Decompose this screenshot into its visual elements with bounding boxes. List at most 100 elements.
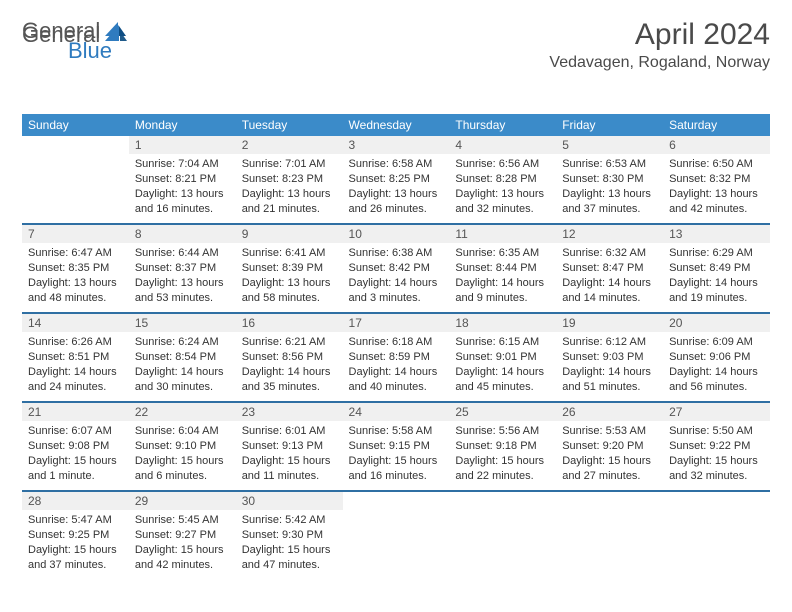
sunset-text: Sunset: 8:21 PM bbox=[135, 172, 230, 187]
day-cell: Sunrise: 6:26 AMSunset: 8:51 PMDaylight:… bbox=[22, 332, 129, 402]
daylight-text: and 24 minutes. bbox=[28, 380, 123, 395]
sunset-text: Sunset: 8:59 PM bbox=[349, 350, 444, 365]
daylight-text: Daylight: 15 hours bbox=[135, 454, 230, 469]
day-cell: Sunrise: 6:41 AMSunset: 8:39 PMDaylight:… bbox=[236, 243, 343, 313]
day-number bbox=[449, 491, 556, 510]
daylight-text: Daylight: 14 hours bbox=[669, 276, 764, 291]
sunrise-text: Sunrise: 6:53 AM bbox=[562, 157, 657, 172]
title-block: April 2024 Vedavagen, Rogaland, Norway bbox=[549, 18, 770, 72]
day-cell: Sunrise: 6:01 AMSunset: 9:13 PMDaylight:… bbox=[236, 421, 343, 491]
day-number: 23 bbox=[236, 402, 343, 421]
day-cell bbox=[556, 510, 663, 580]
sunset-text: Sunset: 8:49 PM bbox=[669, 261, 764, 276]
sunrise-text: Sunrise: 6:32 AM bbox=[562, 246, 657, 261]
day-number: 22 bbox=[129, 402, 236, 421]
sunset-text: Sunset: 8:25 PM bbox=[349, 172, 444, 187]
day-cell: Sunrise: 7:04 AMSunset: 8:21 PMDaylight:… bbox=[129, 154, 236, 224]
sunrise-text: Sunrise: 6:41 AM bbox=[242, 246, 337, 261]
month-title: April 2024 bbox=[549, 18, 770, 52]
content-row: Sunrise: 6:07 AMSunset: 9:08 PMDaylight:… bbox=[22, 421, 770, 491]
day-number: 8 bbox=[129, 224, 236, 243]
sunset-text: Sunset: 8:42 PM bbox=[349, 261, 444, 276]
sunset-text: Sunset: 8:37 PM bbox=[135, 261, 230, 276]
daylight-text: and 56 minutes. bbox=[669, 380, 764, 395]
day-number: 19 bbox=[556, 313, 663, 332]
sunrise-text: Sunrise: 6:29 AM bbox=[669, 246, 764, 261]
daylight-text: and 35 minutes. bbox=[242, 380, 337, 395]
daylight-text: Daylight: 13 hours bbox=[28, 276, 123, 291]
sunset-text: Sunset: 8:54 PM bbox=[135, 350, 230, 365]
daylight-text: and 9 minutes. bbox=[455, 291, 550, 306]
daylight-text: and 53 minutes. bbox=[135, 291, 230, 306]
weekday-header-row: Sunday Monday Tuesday Wednesday Thursday… bbox=[22, 114, 770, 136]
daylight-text: Daylight: 13 hours bbox=[669, 187, 764, 202]
daylight-text: Daylight: 15 hours bbox=[349, 454, 444, 469]
day-cell: Sunrise: 5:42 AMSunset: 9:30 PMDaylight:… bbox=[236, 510, 343, 580]
daylight-text: Daylight: 13 hours bbox=[455, 187, 550, 202]
day-number: 20 bbox=[663, 313, 770, 332]
daylight-text: and 11 minutes. bbox=[242, 469, 337, 484]
daylight-text: Daylight: 14 hours bbox=[242, 365, 337, 380]
sunset-text: Sunset: 8:30 PM bbox=[562, 172, 657, 187]
sunrise-text: Sunrise: 5:42 AM bbox=[242, 513, 337, 528]
sunset-text: Sunset: 8:35 PM bbox=[28, 261, 123, 276]
day-cell: Sunrise: 5:50 AMSunset: 9:22 PMDaylight:… bbox=[663, 421, 770, 491]
sunrise-text: Sunrise: 6:50 AM bbox=[669, 157, 764, 172]
day-number: 18 bbox=[449, 313, 556, 332]
daylight-text: Daylight: 15 hours bbox=[135, 543, 230, 558]
day-cell: Sunrise: 6:21 AMSunset: 8:56 PMDaylight:… bbox=[236, 332, 343, 402]
daylight-text: and 37 minutes. bbox=[562, 202, 657, 217]
daylight-text: and 1 minute. bbox=[28, 469, 123, 484]
day-cell: Sunrise: 5:47 AMSunset: 9:25 PMDaylight:… bbox=[22, 510, 129, 580]
daylight-text: Daylight: 15 hours bbox=[28, 543, 123, 558]
sunset-text: Sunset: 8:51 PM bbox=[28, 350, 123, 365]
day-number: 17 bbox=[343, 313, 450, 332]
sunset-text: Sunset: 8:44 PM bbox=[455, 261, 550, 276]
daylight-text: Daylight: 14 hours bbox=[455, 365, 550, 380]
daylight-text: and 37 minutes. bbox=[28, 558, 123, 573]
day-cell: Sunrise: 6:12 AMSunset: 9:03 PMDaylight:… bbox=[556, 332, 663, 402]
day-cell bbox=[449, 510, 556, 580]
day-cell: Sunrise: 5:56 AMSunset: 9:18 PMDaylight:… bbox=[449, 421, 556, 491]
daylight-text: and 14 minutes. bbox=[562, 291, 657, 306]
sunrise-text: Sunrise: 6:58 AM bbox=[349, 157, 444, 172]
sunset-text: Sunset: 8:32 PM bbox=[669, 172, 764, 187]
sunset-text: Sunset: 9:15 PM bbox=[349, 439, 444, 454]
day-cell: Sunrise: 6:04 AMSunset: 9:10 PMDaylight:… bbox=[129, 421, 236, 491]
sunrise-text: Sunrise: 6:44 AM bbox=[135, 246, 230, 261]
day-number bbox=[343, 491, 450, 510]
daylight-text: and 48 minutes. bbox=[28, 291, 123, 306]
day-number: 27 bbox=[663, 402, 770, 421]
location: Vedavagen, Rogaland, Norway bbox=[549, 54, 770, 72]
sunrise-text: Sunrise: 7:01 AM bbox=[242, 157, 337, 172]
day-cell: Sunrise: 6:58 AMSunset: 8:25 PMDaylight:… bbox=[343, 154, 450, 224]
sunrise-text: Sunrise: 6:21 AM bbox=[242, 335, 337, 350]
day-number: 25 bbox=[449, 402, 556, 421]
weekday-header: Tuesday bbox=[236, 114, 343, 136]
daylight-text: and 21 minutes. bbox=[242, 202, 337, 217]
day-number: 30 bbox=[236, 491, 343, 510]
daylight-text: Daylight: 15 hours bbox=[28, 454, 123, 469]
sunset-text: Sunset: 9:27 PM bbox=[135, 528, 230, 543]
daylight-text: and 6 minutes. bbox=[135, 469, 230, 484]
daylight-text: Daylight: 14 hours bbox=[28, 365, 123, 380]
sunset-text: Sunset: 9:06 PM bbox=[669, 350, 764, 365]
calendar-table: Sunday Monday Tuesday Wednesday Thursday… bbox=[22, 114, 770, 580]
daynum-row: 282930 bbox=[22, 491, 770, 510]
daylight-text: and 47 minutes. bbox=[242, 558, 337, 573]
sunrise-text: Sunrise: 5:45 AM bbox=[135, 513, 230, 528]
daylight-text: Daylight: 15 hours bbox=[455, 454, 550, 469]
sunset-text: Sunset: 9:22 PM bbox=[669, 439, 764, 454]
daylight-text: and 16 minutes. bbox=[135, 202, 230, 217]
weekday-header: Monday bbox=[129, 114, 236, 136]
daylight-text: and 27 minutes. bbox=[562, 469, 657, 484]
sunset-text: Sunset: 8:56 PM bbox=[242, 350, 337, 365]
day-number: 1 bbox=[129, 136, 236, 154]
day-number bbox=[663, 491, 770, 510]
weekday-header: Friday bbox=[556, 114, 663, 136]
day-number: 2 bbox=[236, 136, 343, 154]
sunset-text: Sunset: 8:39 PM bbox=[242, 261, 337, 276]
day-number: 14 bbox=[22, 313, 129, 332]
day-number: 5 bbox=[556, 136, 663, 154]
day-cell: Sunrise: 6:07 AMSunset: 9:08 PMDaylight:… bbox=[22, 421, 129, 491]
